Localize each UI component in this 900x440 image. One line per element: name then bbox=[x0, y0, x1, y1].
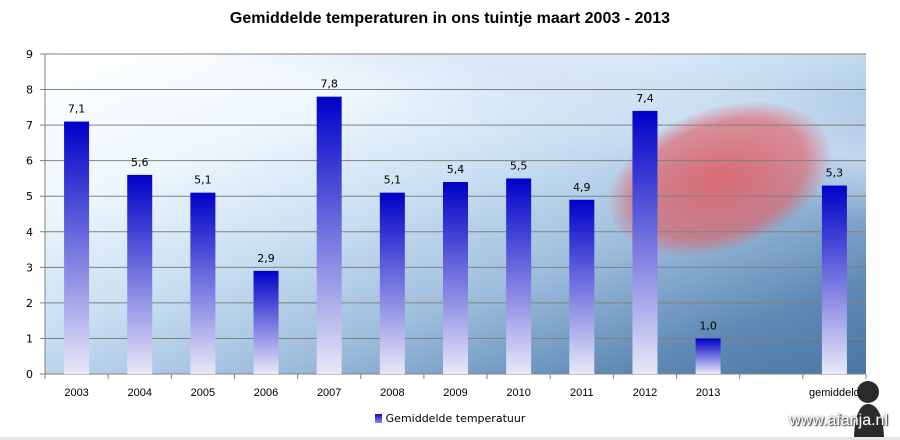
y-tick-label: 8 bbox=[26, 84, 33, 97]
bar-2003 bbox=[64, 121, 90, 374]
data-label: 2,9 bbox=[257, 252, 275, 265]
data-label: 5,1 bbox=[194, 174, 212, 187]
bar-2012 bbox=[632, 110, 658, 374]
x-tick-label: 2006 bbox=[254, 387, 278, 399]
data-label: 1,0 bbox=[699, 319, 717, 332]
legend-key bbox=[374, 414, 382, 423]
y-tick-label: 1 bbox=[26, 332, 33, 345]
data-label: 4,9 bbox=[573, 181, 591, 194]
bar-2007 bbox=[316, 96, 342, 375]
data-label: 7,4 bbox=[636, 92, 654, 105]
bar-2008 bbox=[379, 192, 405, 374]
y-tick-label: 6 bbox=[26, 155, 33, 168]
data-label: 7,8 bbox=[320, 78, 338, 91]
watermark: www.afanja.nl bbox=[789, 412, 888, 429]
chart-title: Gemiddelde temperaturen in ons tuintje m… bbox=[229, 10, 671, 27]
silhouette-icon bbox=[854, 381, 884, 440]
data-label: 5,3 bbox=[826, 167, 844, 180]
bar-2009 bbox=[443, 182, 468, 374]
y-tick-label: 5 bbox=[26, 190, 33, 203]
x-tick-label: 2011 bbox=[570, 387, 594, 399]
bar-2004 bbox=[127, 174, 153, 374]
y-tick-label: 9 bbox=[26, 48, 33, 61]
x-tick-label: 2003 bbox=[64, 387, 88, 399]
x-tick-label: 2007 bbox=[317, 387, 341, 399]
data-label: 5,1 bbox=[384, 174, 402, 187]
data-label: 5,6 bbox=[131, 156, 149, 169]
x-tick-label: 2013 bbox=[696, 387, 720, 399]
y-tick-label: 4 bbox=[26, 226, 33, 239]
bar-2013 bbox=[695, 338, 721, 374]
x-tick-label: gemiddeld bbox=[809, 387, 860, 399]
data-label: 5,5 bbox=[510, 159, 528, 172]
y-tick-label: 2 bbox=[26, 297, 33, 310]
data-label: 5,4 bbox=[447, 163, 465, 176]
x-tick-label: 2005 bbox=[191, 387, 215, 399]
bar-gemiddeld bbox=[821, 185, 847, 374]
legend-label: Gemiddelde temperatuur bbox=[385, 412, 526, 425]
bar-2006 bbox=[253, 270, 279, 374]
y-tick-label: 0 bbox=[26, 368, 33, 381]
y-tick-label: 7 bbox=[26, 119, 33, 132]
x-tick-label: 2008 bbox=[380, 387, 404, 399]
legend: Gemiddelde temperatuur bbox=[0, 412, 900, 425]
x-tick-label: 2012 bbox=[633, 387, 657, 399]
x-tick-label: 2009 bbox=[443, 387, 467, 399]
bar-2011 bbox=[569, 199, 595, 374]
y-tick-label: 3 bbox=[26, 261, 33, 274]
bar-2010 bbox=[506, 178, 532, 374]
data-label: 7,1 bbox=[68, 103, 86, 116]
x-tick-label: 2010 bbox=[506, 387, 530, 399]
bar-2005 bbox=[190, 192, 216, 374]
x-tick-label: 2004 bbox=[127, 387, 151, 399]
